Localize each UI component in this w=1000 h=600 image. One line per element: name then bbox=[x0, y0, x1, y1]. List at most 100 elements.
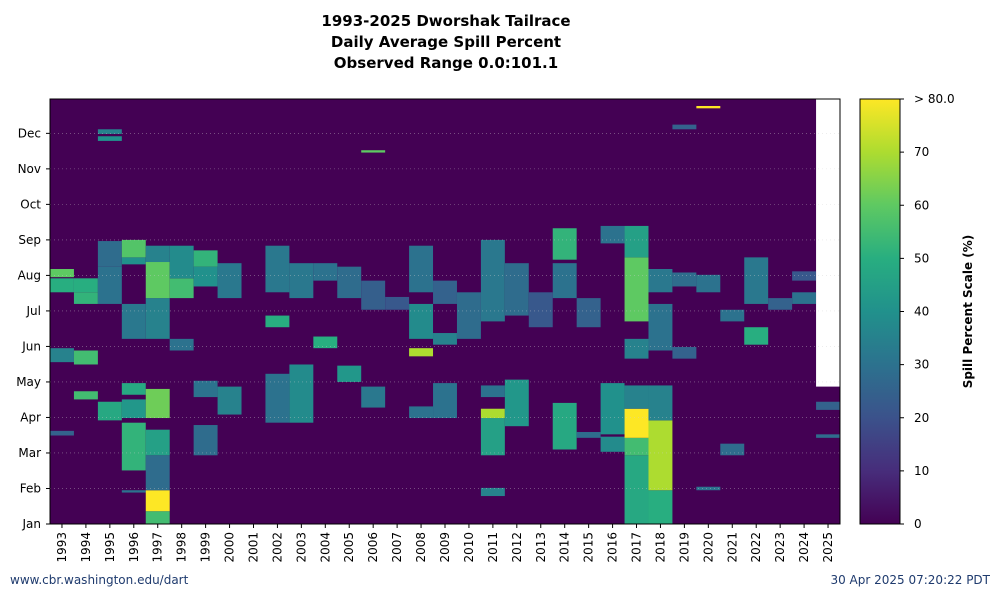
heatmap-cell-1997-26 bbox=[145, 262, 170, 299]
heatmap-cell-2016-73 bbox=[600, 383, 625, 435]
heatmap-cell-2002-39 bbox=[265, 315, 290, 328]
heatmap-cell-2017-80 bbox=[624, 257, 649, 322]
axes: Jan Feb Mar Apr May Jun Jul Aug Sep Oct Nov Dec 1993… bbox=[16, 98, 841, 563]
x-tick-label-2017: 2017 bbox=[630, 532, 644, 563]
heatmap-cell-2022-95 bbox=[744, 327, 769, 345]
y-tick-label-aug: Aug bbox=[18, 268, 41, 282]
heatmap-cell-2019-89 bbox=[672, 124, 697, 130]
x-tick-label-2001: 2001 bbox=[246, 532, 260, 563]
heatmap-cell-2005-45 bbox=[337, 365, 362, 382]
heatmap-cell-2008-52 bbox=[409, 348, 434, 357]
heatmap-cell-2011-63 bbox=[480, 239, 505, 322]
heatmap-cell-1996-18 bbox=[121, 257, 146, 265]
heatmap-cell-2014-69 bbox=[552, 228, 577, 260]
footer-timestamp: 30 Apr 2025 07:20:22 PDT bbox=[830, 573, 990, 587]
heatmap-cell-2006-49 bbox=[361, 150, 386, 153]
x-tick-label-2016: 2016 bbox=[606, 532, 620, 563]
heatmap-cell-1994-6 bbox=[73, 292, 98, 304]
no-data-region bbox=[816, 99, 840, 387]
heatmap-cell-2012-65 bbox=[504, 263, 529, 316]
title-line-2: Daily Average Spill Percent bbox=[330, 33, 562, 51]
heatmap-cell-2011-62 bbox=[480, 385, 505, 398]
x-tick-label-2011: 2011 bbox=[486, 532, 500, 563]
heatmap-cell-2006-48 bbox=[361, 280, 386, 310]
heatmap-cell-1997-25 bbox=[145, 298, 170, 339]
chart-title: 1993-2025 Dworshak Tailrace Daily Averag… bbox=[0, 11, 892, 74]
x-tick-label-1998: 1998 bbox=[175, 532, 189, 563]
colorbar-tick-label-1: 10 bbox=[914, 464, 929, 478]
heatmap-cell-1999-32 bbox=[193, 380, 218, 398]
x-tick-label-2018: 2018 bbox=[653, 532, 667, 563]
heatmap-cell-2000-35 bbox=[217, 386, 242, 415]
x-tick-label-2012: 2012 bbox=[510, 532, 524, 563]
heatmap-cell-2020-91 bbox=[696, 274, 721, 293]
heatmap-cell-1993-3 bbox=[50, 269, 74, 278]
heatmap-cell-1998-29 bbox=[169, 278, 194, 299]
x-tick-label-2014: 2014 bbox=[558, 532, 572, 563]
heatmap-cell-2019-88 bbox=[672, 272, 697, 287]
x-tick-label-2004: 2004 bbox=[318, 532, 332, 563]
colorbar-tick-label-0: 0 bbox=[914, 517, 922, 531]
heatmap-cell-1999-33 bbox=[193, 266, 218, 287]
heatmap-cell-2025-100 bbox=[816, 434, 840, 438]
x-tick-label-2023: 2023 bbox=[773, 532, 787, 563]
heatmap-cell-2009-55 bbox=[433, 383, 457, 419]
heatmap-cell-1996-14 bbox=[121, 422, 146, 471]
heatmap-cell-1999-31 bbox=[193, 425, 218, 456]
heatmap-cell-1993-1 bbox=[50, 348, 74, 363]
heatmap-cell-2004-43 bbox=[313, 336, 338, 349]
x-tick-label-2022: 2022 bbox=[749, 532, 763, 563]
heatmap-cell-1993-2 bbox=[50, 278, 74, 293]
y-tick-label-jan: Jan bbox=[22, 517, 42, 531]
heatmap-cell-2009-57 bbox=[433, 280, 457, 304]
heatmap-cell-1997-24 bbox=[145, 388, 170, 419]
heatmap-cell-2011-61 bbox=[480, 408, 505, 419]
y-tick-label-nov: Nov bbox=[18, 162, 41, 176]
heatmap-cell-1997-27 bbox=[145, 245, 170, 263]
heatmap-background bbox=[50, 99, 840, 524]
x-tick-label-2021: 2021 bbox=[725, 532, 739, 563]
heatmap-cell-1993-0 bbox=[50, 430, 74, 436]
heatmap-cell-2006-47 bbox=[361, 386, 386, 408]
heatmap-cell-1997-21 bbox=[145, 490, 170, 512]
title-line-1: 1993-2025 Dworshak Tailrace bbox=[321, 12, 571, 30]
x-tick-label-2005: 2005 bbox=[342, 532, 356, 563]
heatmap-cell-2017-76 bbox=[624, 437, 649, 456]
title-line-3: Observed Range 0.0:101.1 bbox=[333, 54, 559, 72]
colorbar-tick-label-3: 30 bbox=[914, 358, 929, 372]
heatmap-cell-2017-75 bbox=[624, 455, 649, 524]
heatmap-cell-2017-79 bbox=[624, 338, 649, 359]
colorbar: 0 10 20 30 40 50 60 70 > 80.0 Spill Percent Scale… bbox=[859, 92, 975, 531]
heatmap-cell-2013-66 bbox=[528, 292, 553, 328]
x-tick-label-1999: 1999 bbox=[199, 532, 213, 563]
y-tick-label-oct: Oct bbox=[20, 197, 41, 211]
heatmap-cell-2008-53 bbox=[409, 303, 434, 339]
heatmap-cell-1994-4 bbox=[73, 391, 98, 400]
footer-site-url[interactable]: www.cbr.washington.edu/dart bbox=[10, 573, 189, 587]
heatmap-cell-2018-86 bbox=[648, 269, 673, 293]
y-tick-label-jun: Jun bbox=[21, 339, 41, 353]
heatmap-cell-2019-87 bbox=[672, 347, 697, 359]
heatmap-cell-2007-50 bbox=[385, 296, 410, 310]
heatmap-cell-2011-60 bbox=[480, 418, 505, 456]
heatmap-cell-2020-92 bbox=[696, 105, 721, 109]
x-tick-label-2003: 2003 bbox=[294, 532, 308, 563]
heatmap-cell-2012-64 bbox=[504, 379, 529, 427]
y-tick-label-mar: Mar bbox=[18, 446, 41, 460]
heatmap-cell-2002-38 bbox=[265, 373, 290, 423]
x-tick-label-1994: 1994 bbox=[79, 532, 93, 563]
x-tick-label-1997: 1997 bbox=[151, 532, 165, 563]
heatmap-cell-1998-30 bbox=[169, 245, 194, 279]
heatmap-cell-1995-10 bbox=[97, 241, 122, 267]
x-tick-label-2015: 2015 bbox=[582, 532, 596, 563]
x-tick-label-2009: 2009 bbox=[438, 532, 452, 563]
x-tick-label-2002: 2002 bbox=[270, 532, 284, 563]
colorbar-label: Spill Percent Scale (%) bbox=[961, 235, 975, 389]
x-tick-label-1995: 1995 bbox=[103, 532, 117, 563]
heatmap-cell-2016-74 bbox=[600, 225, 625, 244]
heatmap-cell-2018-83 bbox=[648, 420, 673, 491]
x-tick-label-2013: 2013 bbox=[534, 532, 548, 563]
heatmap-cell-1994-5 bbox=[73, 350, 98, 365]
heatmap-cell-1995-11 bbox=[97, 136, 122, 141]
